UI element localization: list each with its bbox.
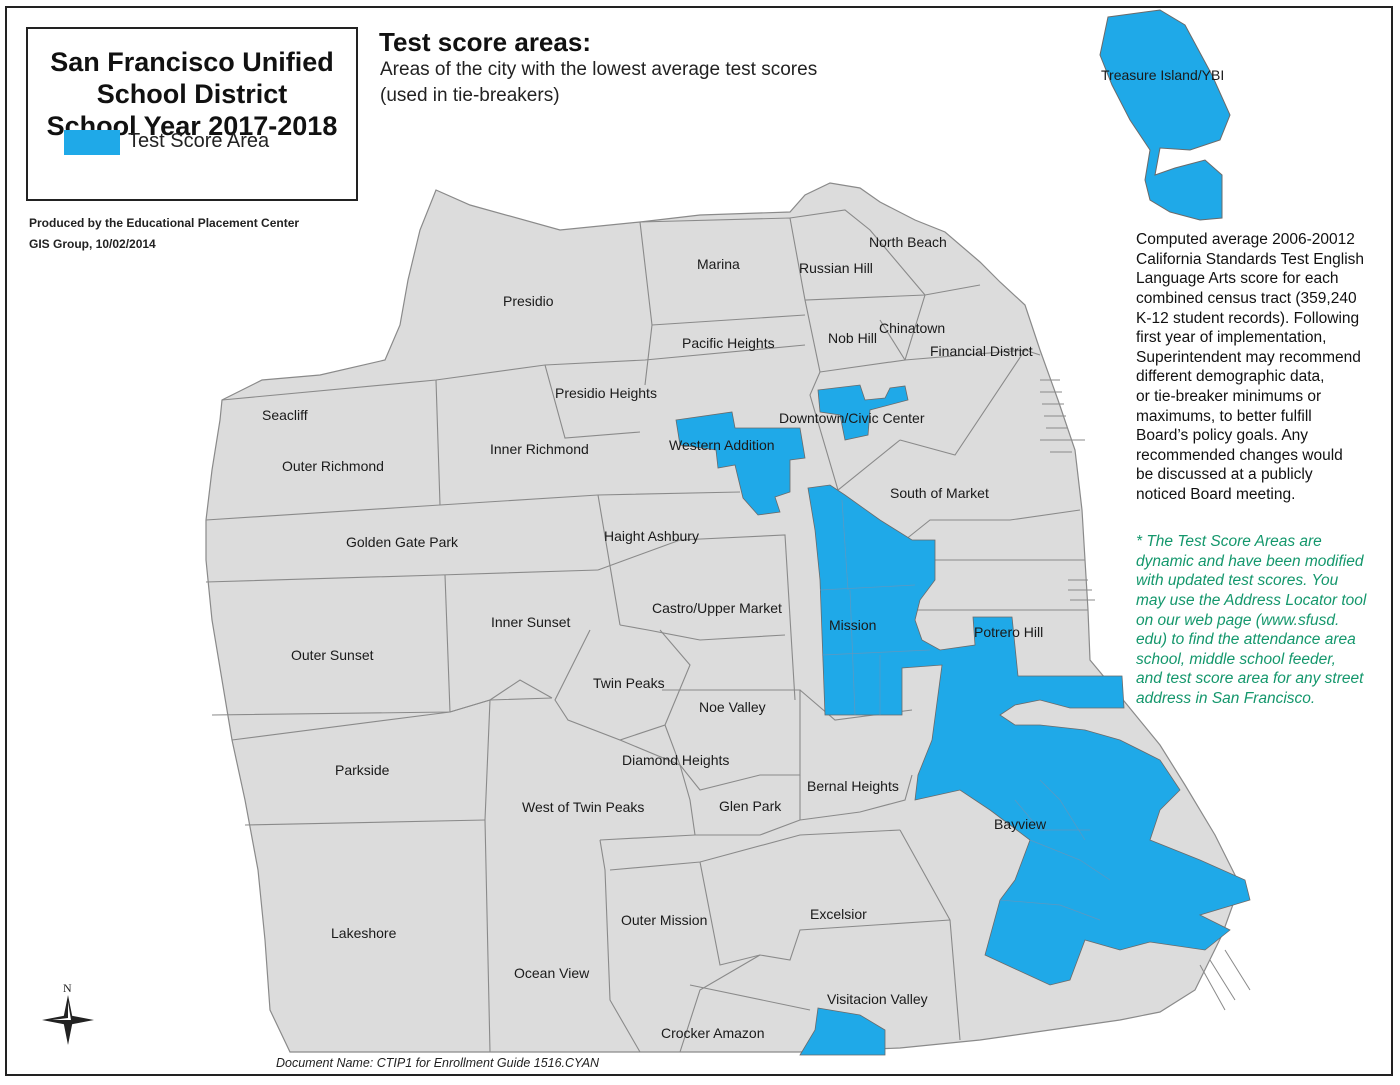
label-north-beach: North Beach (869, 234, 947, 250)
description-line: noticed Board meeting. (1136, 486, 1296, 503)
note-line: * The Test Score Areas are (1136, 533, 1322, 550)
note-line: edu) to find the attendance area (1136, 631, 1356, 648)
label-inner-sunset: Inner Sunset (491, 614, 570, 630)
description-line: or tie-breaker minimums or (1136, 388, 1322, 405)
note-line: on our web page (www.sfusd. (1136, 612, 1340, 629)
label-diamond-heights: Diamond Heights (622, 752, 729, 768)
label-bayview: Bayview (994, 816, 1047, 832)
produced-by-line-1: Produced by the Educational Placement Ce… (29, 216, 300, 230)
area-visitacion (799, 1007, 886, 1056)
description-line: Board’s policy goals. Any (1136, 427, 1309, 444)
description-line: combined census tract (359,240 (1136, 290, 1357, 307)
area-western-addition (675, 411, 806, 516)
legend-label: Test Score Area (128, 130, 270, 152)
label-downtown-civic-center: Downtown/Civic Center (779, 410, 925, 426)
label-outer-richmond: Outer Richmond (282, 458, 384, 474)
map-frame (5, 6, 1393, 1076)
label-twin-peaks: Twin Peaks (593, 675, 665, 691)
compass-north-label: N (63, 981, 72, 995)
description-line: Language Arts score for each (1136, 270, 1339, 287)
label-mission: Mission (829, 617, 876, 633)
label-marina: Marina (697, 256, 740, 272)
description-line: recommended changes would (1136, 447, 1343, 464)
area-mission (807, 484, 1251, 986)
title-line-2: School District (96, 79, 288, 109)
pier-lines (1040, 379, 1251, 1011)
document-name: Document Name: CTIP1 for Enrollment Guid… (276, 1056, 600, 1070)
label-west-of-twin-peaks: West of Twin Peaks (522, 799, 644, 815)
legend: Test Score Area (64, 129, 304, 157)
description-line: maximums, to better fulfill (1136, 408, 1312, 425)
label-outer-sunset: Outer Sunset (291, 647, 374, 663)
label-visitacion-valley: Visitacion Valley (827, 991, 928, 1007)
note-line: and test score area for any street (1136, 670, 1364, 687)
tract-lines (819, 499, 1111, 921)
label-presidio-heights: Presidio Heights (555, 385, 657, 401)
label-bernal-heights: Bernal Heights (807, 778, 899, 794)
legend-swatch (64, 130, 120, 155)
label-castro-upper-market: Castro/Upper Market (652, 600, 782, 616)
note-line: with updated test scores. You (1136, 572, 1339, 589)
map-heading: Test score areas: (379, 27, 591, 57)
note-line: may use the Address Locator tool (1136, 592, 1367, 609)
treasure-island-shape (1099, 9, 1231, 221)
label-nob-hill: Nob Hill (828, 330, 877, 346)
label-russian-hill: Russian Hill (799, 260, 873, 276)
description-line: first year of implementation, (1136, 329, 1327, 346)
note-line: dynamic and have been modified (1136, 553, 1364, 570)
label-crocker-amazon: Crocker Amazon (661, 1025, 764, 1041)
label-ocean-view: Ocean View (514, 965, 590, 981)
label-glen-park: Glen Park (719, 798, 782, 814)
title-box: San Francisco Unified School District Sc… (26, 27, 358, 201)
label-pacific-heights: Pacific Heights (682, 335, 775, 351)
label-treasure-island: Treasure Island/YBI (1101, 67, 1224, 83)
label-western-addition: Western Addition (669, 437, 775, 453)
test-score-areas (675, 384, 1251, 1056)
description-line: Computed average 2006-20012 (1136, 231, 1355, 248)
label-potrero-hill: Potrero Hill (974, 624, 1043, 640)
label-chinatown: Chinatown (879, 320, 945, 336)
label-parkside: Parkside (335, 762, 390, 778)
label-golden-gate-park: Golden Gate Park (346, 534, 459, 550)
description-line: California Standards Test English (1136, 251, 1365, 268)
description-line: be discussed at a publicly (1136, 466, 1313, 483)
city-landmass (205, 182, 1241, 1053)
produced-by-line-2: GIS Group, 10/02/2014 (29, 237, 156, 251)
map-subheading-1: Areas of the city with the lowest averag… (380, 59, 818, 80)
description-line: K-12 student records). Following (1136, 310, 1360, 327)
area-downtown-civic (817, 384, 909, 441)
neighborhood-borders (205, 209, 1088, 1053)
label-lakeshore: Lakeshore (331, 925, 397, 941)
label-outer-mission: Outer Mission (621, 912, 707, 928)
label-excelsior: Excelsior (810, 906, 867, 922)
note-line: school, middle school feeder, (1136, 651, 1336, 668)
description-line: different demographic data, (1136, 368, 1325, 385)
note-line: address in San Francisco. (1136, 690, 1316, 707)
label-south-of-market: South of Market (890, 485, 989, 501)
label-seacliff: Seacliff (262, 407, 308, 423)
label-noe-valley: Noe Valley (699, 699, 766, 715)
title-line-1: San Francisco Unified (50, 47, 334, 77)
description-line: Superintendent may recommend (1136, 349, 1361, 366)
label-inner-richmond: Inner Richmond (490, 441, 589, 457)
compass-icon: N (42, 981, 94, 1045)
label-financial-district: Financial District (930, 343, 1033, 359)
label-haight-ashbury: Haight Ashbury (604, 528, 699, 544)
map-subheading-2: (used in tie-breakers) (380, 85, 560, 106)
label-presidio: Presidio (503, 293, 554, 309)
